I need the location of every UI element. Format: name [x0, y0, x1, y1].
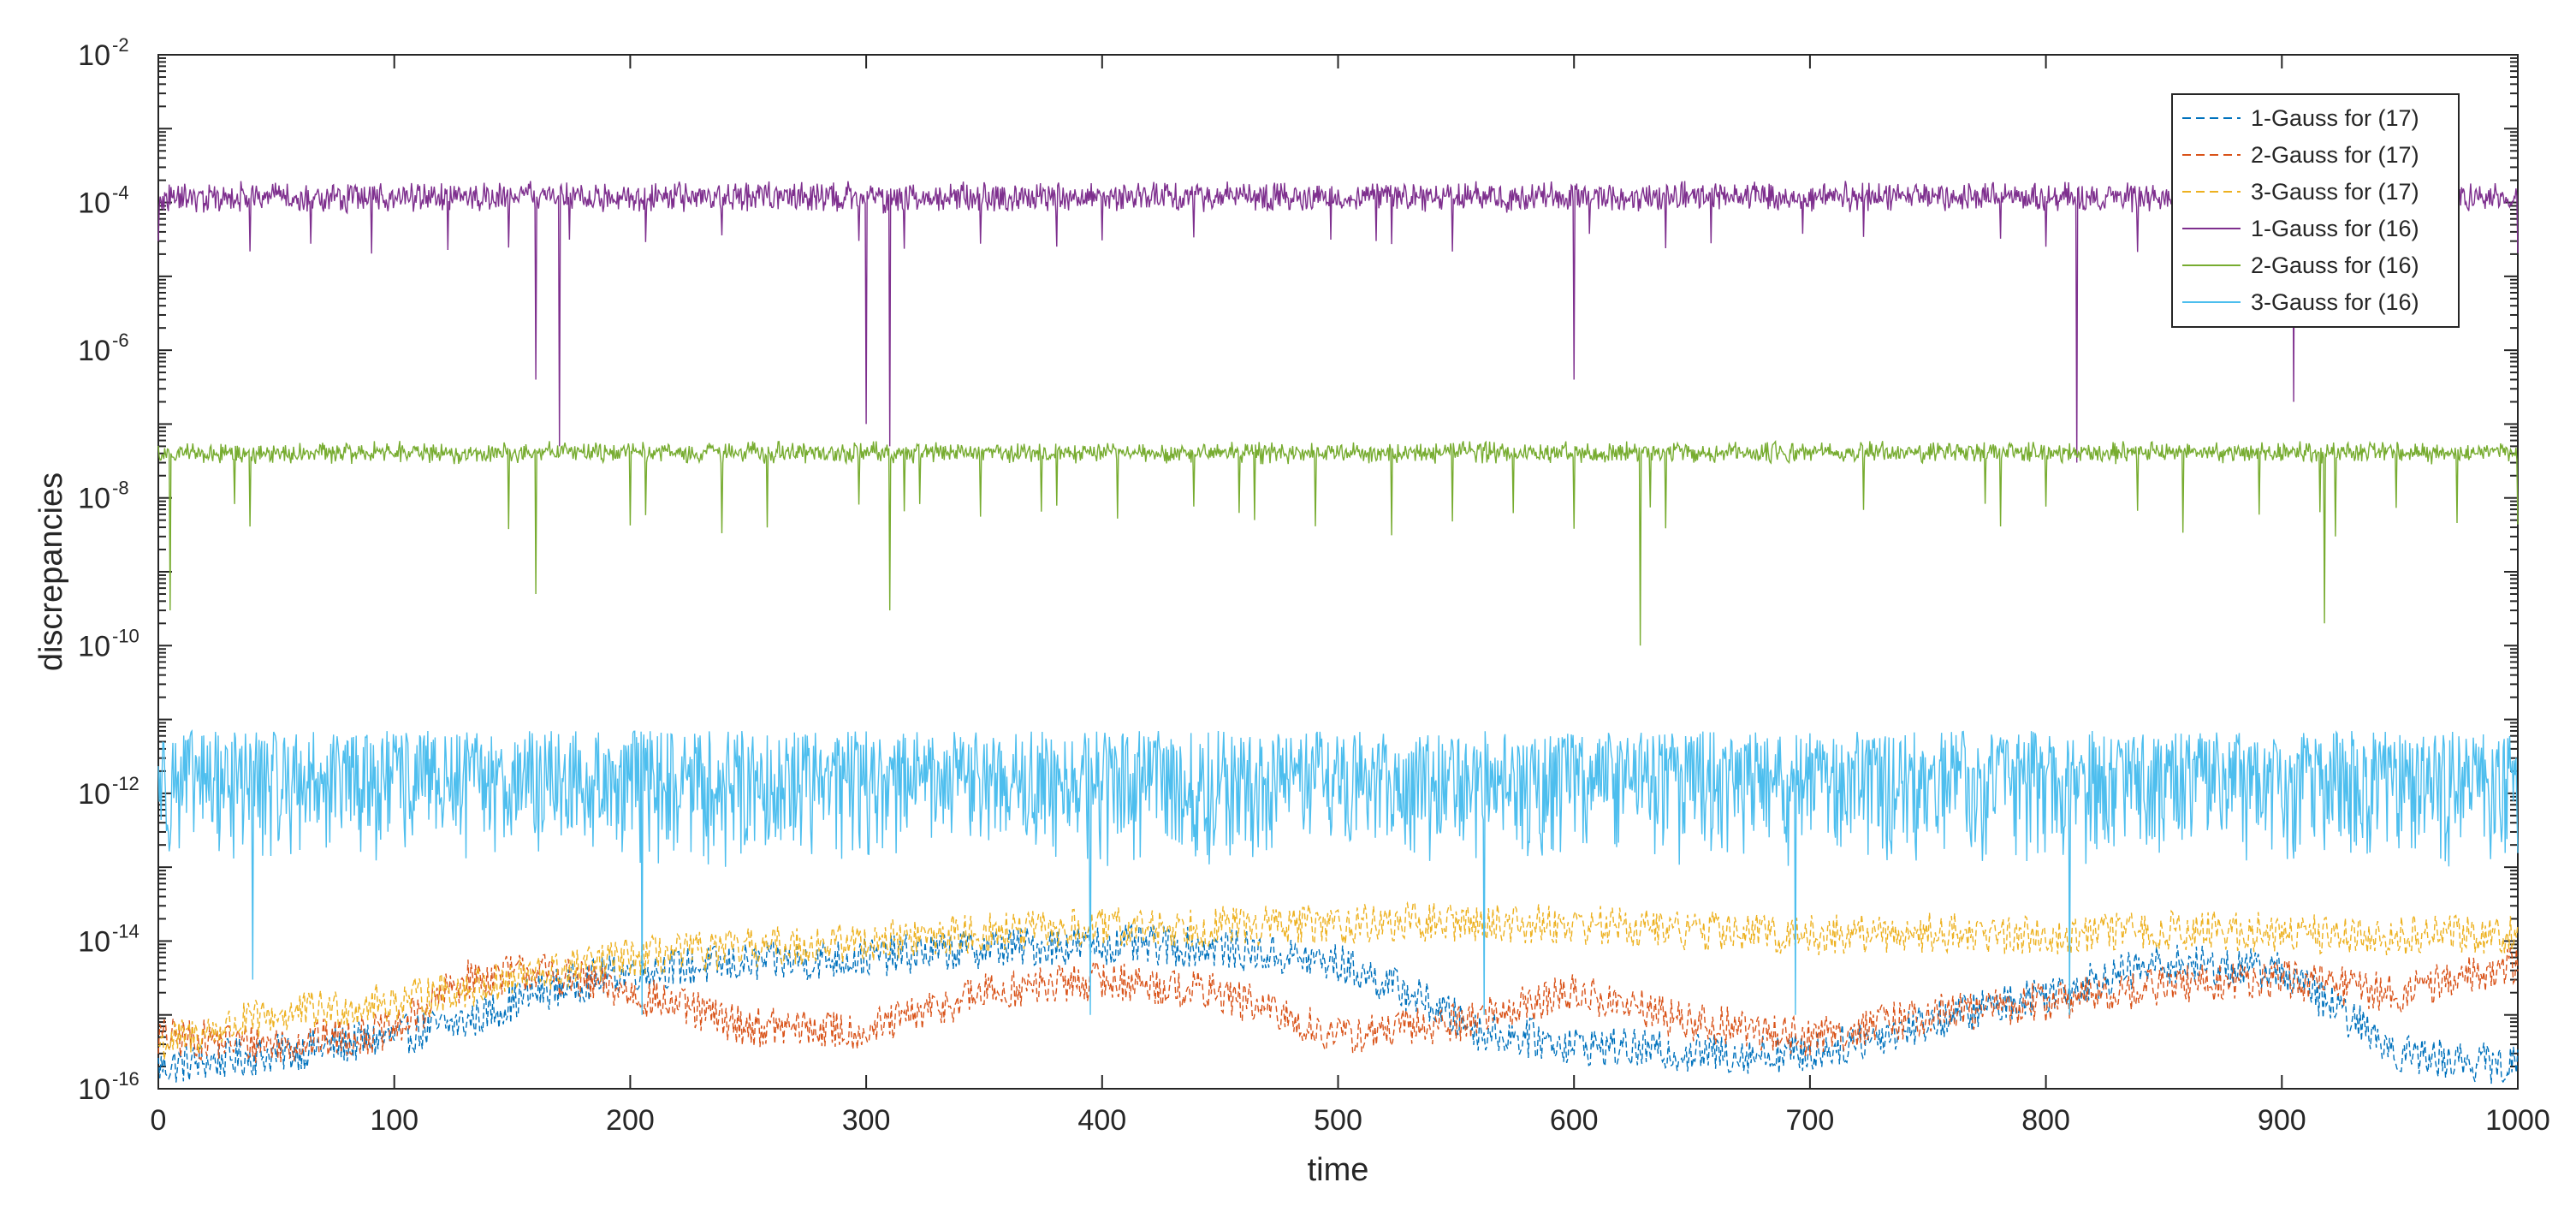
y-tick-exponent: -16	[112, 1068, 139, 1090]
x-tick-label: 300	[842, 1104, 891, 1137]
y-tick-label: 10	[78, 483, 110, 515]
y-tick-exponent: -4	[112, 182, 129, 204]
x-tick-label: 700	[1786, 1104, 1835, 1137]
legend-box	[2171, 93, 2460, 328]
series-layer	[157, 181, 2519, 1084]
x-tick-label: 400	[1077, 1104, 1126, 1137]
series-line	[157, 440, 2519, 646]
x-tick-label: 0	[151, 1104, 167, 1137]
x-axis-label: time	[1308, 1152, 1369, 1188]
legend: 1-Gauss for (17) 2-Gauss for (17) 3-Gauss …	[2171, 93, 2460, 328]
legend-label: 3-Gauss for (16)	[2251, 289, 2419, 315]
y-tick-exponent: -12	[112, 773, 139, 794]
series-line	[157, 948, 2519, 1063]
y-tick-label: 10	[78, 925, 110, 958]
y-tick-label: 10	[78, 39, 110, 72]
axes-frame	[157, 54, 2519, 1090]
y-tick-label: 10	[78, 630, 110, 662]
y-tick-label: 10	[78, 335, 110, 367]
x-tick-label: 500	[1314, 1104, 1362, 1137]
x-tick-label: 800	[2021, 1104, 2070, 1137]
x-tick-label: 100	[370, 1104, 418, 1137]
axis-ticks	[157, 55, 2519, 1090]
legend-label: 2-Gauss for (17)	[2251, 142, 2419, 168]
plot-area	[157, 54, 2519, 1090]
y-tick-label: 10	[78, 1073, 110, 1106]
legend-label: 1-Gauss for (16)	[2251, 216, 2419, 241]
y-tick-exponent: -10	[112, 625, 139, 646]
series-line	[157, 729, 2519, 1015]
series-line	[157, 924, 2519, 1084]
x-tick-label: 1000	[2485, 1104, 2550, 1137]
y-tick-exponent: -14	[112, 920, 139, 942]
legend-label: 3-Gauss for (17)	[2251, 179, 2419, 205]
x-tick-label: 200	[606, 1104, 655, 1137]
y-tick-exponent: -2	[112, 34, 129, 56]
legend-label: 1-Gauss for (17)	[2251, 105, 2419, 131]
y-axis-label: discrepancies	[33, 472, 69, 671]
x-tick-label: 600	[1550, 1104, 1599, 1137]
y-tick-label: 10	[78, 778, 110, 811]
y-tick-label: 10	[78, 187, 110, 220]
series-line	[157, 181, 2519, 463]
y-tick-exponent: -8	[112, 478, 129, 499]
y-tick-exponent: -6	[112, 330, 129, 351]
legend-label: 2-Gauss for (16)	[2251, 253, 2419, 278]
series-line	[157, 900, 2519, 1061]
x-tick-label: 900	[2258, 1104, 2306, 1137]
